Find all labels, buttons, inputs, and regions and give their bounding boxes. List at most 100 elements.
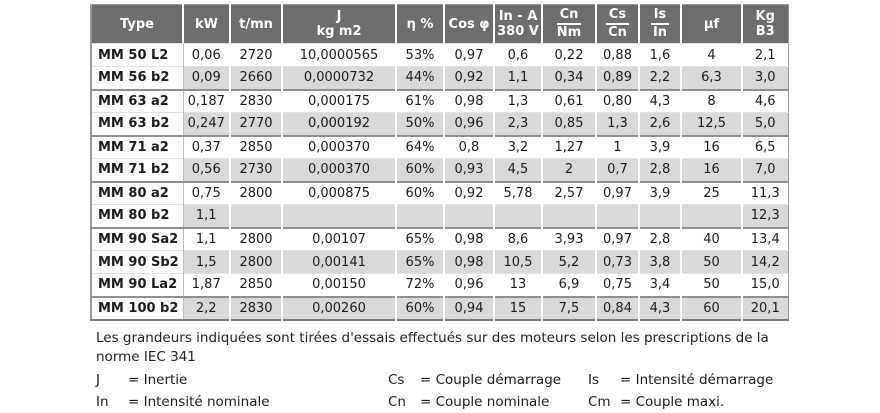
legend-abbr: Cm: [588, 394, 611, 410]
cell-in-a-380v: 10,5: [494, 250, 543, 274]
cell-eta: 64%: [396, 134, 445, 159]
col-header-is-in: Is In: [639, 4, 682, 44]
legend-definition: = Intensité nominale: [128, 394, 270, 410]
table-row: MM 71 b2 0,56 2730 0,000370 60% 0,93 4,5 2 0,7 2,…: [91, 158, 788, 182]
footnote-line-1: Les grandeurs indiquées sont tirées d'es…: [96, 330, 769, 346]
cell-is-in: 2,8: [639, 158, 682, 182]
cell-inertia: 0,00141: [282, 250, 397, 274]
cell-cn-nm: 0,61: [542, 88, 597, 113]
cell-cn-nm: 3,93: [542, 226, 597, 251]
cell-kw: 1,5: [183, 250, 231, 274]
cell-inertia: 0,000370: [282, 134, 397, 159]
cell-tmn: 2660: [230, 66, 283, 90]
cell-is-in: 3,9: [639, 134, 682, 159]
cell-muf: 4: [681, 43, 743, 67]
cell-kg-b3: 13,4: [742, 226, 788, 251]
cell-muf: 50: [681, 250, 743, 274]
cell-muf: [681, 204, 743, 228]
legend-definition: = Couple nominale: [420, 394, 550, 410]
legend-definition: = Couple démarrage: [420, 372, 562, 388]
cell-kw: 0,247: [183, 112, 231, 136]
cell-kw: 1,87: [183, 273, 231, 297]
cell-cosphi: 0,96: [444, 112, 495, 136]
cell-muf: 12,5: [681, 112, 743, 136]
cell-cs-cn: 0,84: [596, 295, 640, 320]
cell-eta: 60%: [396, 158, 445, 182]
cell-cosphi: 0,93: [444, 158, 495, 182]
footnote: Les grandeurs indiquées sont tirées d'es…: [96, 329, 769, 367]
table-row: MM 90 Sa2 1,1 2800 0,00107 65% 0,98 8,6 3,93 0,9…: [91, 226, 788, 251]
cell-cn-nm: [542, 204, 597, 228]
cell-in-a-380v: 15: [494, 295, 543, 320]
table-row: MM 80 b2 1,1 12,3: [91, 204, 788, 228]
cell-type: MM 90 Sb2: [91, 250, 184, 274]
cell-type: MM 71 b2: [91, 158, 184, 182]
col-header-cosphi: Cos φ: [444, 4, 495, 44]
table-row: MM 71 a2 0,37 2850 0,000370 64% 0,8 3,2 1,27 1 3,…: [91, 134, 788, 159]
cell-kg-b3: 14,2: [742, 250, 788, 274]
cell-kw: 1,1: [183, 204, 231, 228]
table-row: MM 100 b2 2,2 2830 0,00260 60% 0,94 15 7,5 0,84 4…: [91, 295, 788, 320]
col-header-tmn: t/mn: [230, 4, 283, 44]
cell-cn-nm: 2,57: [542, 180, 597, 205]
cell-kg-b3: 5,0: [742, 112, 788, 136]
cell-is-in: 3,9: [639, 180, 682, 205]
cell-eta: 60%: [396, 295, 445, 320]
legend-abbr: Cs: [388, 372, 405, 388]
cell-kw: 1,1: [183, 226, 231, 251]
cell-inertia: 0,000175: [282, 88, 397, 113]
cell-cn-nm: 5,2: [542, 250, 597, 274]
cell-kw: 0,187: [183, 88, 231, 113]
cell-cs-cn: 0,7: [596, 158, 640, 182]
cell-tmn: 2800: [230, 250, 283, 274]
cell-is-in: [639, 204, 682, 228]
cell-cs-cn: 1,3: [596, 112, 640, 136]
cell-tmn: 2850: [230, 134, 283, 159]
cell-muf: 8: [681, 88, 743, 113]
cell-cosphi: 0,94: [444, 295, 495, 320]
cell-tmn: 2830: [230, 88, 283, 113]
cell-cs-cn: 0,89: [596, 66, 640, 90]
cell-cs-cn: 0,97: [596, 180, 640, 205]
cell-is-in: 4,3: [639, 88, 682, 113]
table-row: MM 80 a2 0,75 2800 0,000875 60% 0,92 5,78 2,57 0…: [91, 180, 788, 205]
cell-kg-b3: 7,0: [742, 158, 788, 182]
cell-is-in: 4,3: [639, 295, 682, 320]
cell-inertia: [282, 204, 397, 228]
cell-cs-cn: 0,97: [596, 226, 640, 251]
cell-inertia: 0,000370: [282, 158, 397, 182]
cell-cs-cn: 0,75: [596, 273, 640, 297]
legend-abbr: Cn: [388, 394, 406, 410]
cell-type: MM 63 b2: [91, 112, 184, 136]
cell-muf: 40: [681, 226, 743, 251]
cell-in-a-380v: 3,2: [494, 134, 543, 159]
cell-in-a-380v: 1,1: [494, 66, 543, 90]
col-header-eta: η %: [396, 4, 445, 44]
cell-cn-nm: 1,27: [542, 134, 597, 159]
cell-in-a-380v: 1,3: [494, 88, 543, 113]
table-body: MM 50 L2 0,06 2720 10,0000565 53% 0,97 0,6 0,22…: [91, 43, 788, 320]
cell-cosphi: 0,96: [444, 273, 495, 297]
cell-is-in: 2,6: [639, 112, 682, 136]
legend-entry-is: Is = Intensité démarrage: [588, 369, 773, 391]
cell-kg-b3: 3,0: [742, 66, 788, 90]
cell-type: MM 71 a2: [91, 134, 184, 159]
cell-type: MM 63 a2: [91, 88, 184, 113]
cell-is-in: 2,2: [639, 66, 682, 90]
cell-muf: 6,3: [681, 66, 743, 90]
col-header-in-a-380v: In - A 380 V: [494, 4, 543, 44]
cell-in-a-380v: [494, 204, 543, 228]
abbreviation-legend: J = Inertie In = Intensité nominale Cs = Coup…: [96, 369, 773, 413]
cell-type: MM 80 b2: [91, 204, 184, 228]
cell-type: MM 50 L2: [91, 43, 184, 67]
cell-tmn: 2770: [230, 112, 283, 136]
legend-entry-j: J = Inertie: [96, 369, 388, 391]
table-row: MM 63 b2 0,247 2770 0,000192 50% 0,96 2,3 0,85 1…: [91, 112, 788, 136]
col-header-kg-b3: Kg B3: [742, 4, 788, 44]
col-header-cn-nm: Cn Nm: [542, 4, 597, 44]
cell-is-in: 1,6: [639, 43, 682, 67]
cell-kg-b3: 15,0: [742, 273, 788, 297]
col-header-type: Type: [91, 4, 184, 44]
cell-kw: 0,75: [183, 180, 231, 205]
